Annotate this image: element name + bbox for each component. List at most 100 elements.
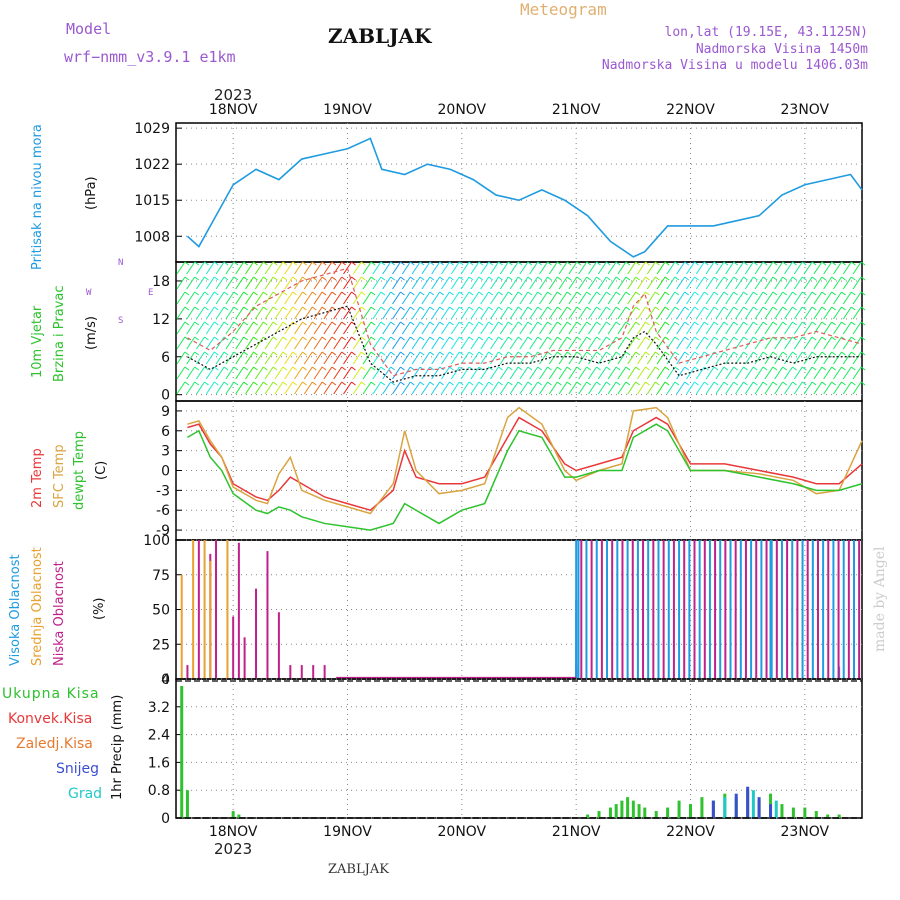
wind-barb (225, 306, 235, 320)
wind-barb-flag (370, 381, 376, 386)
wind-barb (274, 381, 284, 395)
wind-barb (313, 261, 323, 275)
wind-barb (196, 366, 205, 380)
wind-barb-flag (341, 276, 347, 281)
wind-barb (323, 261, 333, 275)
wind-barb (372, 261, 382, 275)
wind-barb-flag (517, 291, 523, 296)
wind-barb (264, 366, 274, 380)
wind-barb (793, 381, 803, 395)
wind-barb-flag (733, 291, 739, 296)
precip-bar (837, 814, 841, 818)
wind-barb-flag (831, 276, 837, 281)
wind-barb (235, 321, 245, 335)
wind-barb (205, 351, 215, 365)
wind-barb (215, 351, 225, 365)
wind-barb (803, 321, 813, 335)
wind-barb (186, 306, 196, 320)
wind-barb-flag (694, 366, 699, 371)
wind-barb (842, 276, 852, 290)
wind-barb-flag (370, 366, 376, 371)
wind-barb-flag (556, 336, 562, 341)
wind-barb (558, 381, 568, 395)
wind-barb (411, 336, 421, 350)
wind-barb (735, 276, 744, 290)
y-tick-label: 0 (161, 672, 170, 688)
wind-barb (617, 276, 627, 290)
wind-barb-flag (351, 366, 356, 371)
wind-barb-flag (527, 291, 533, 296)
wind-barb (274, 276, 284, 290)
precip-bar (826, 814, 830, 818)
wind-barb (431, 381, 441, 395)
wind-barb (588, 381, 597, 395)
wind-barb-flag (772, 276, 778, 281)
wind-barb-flag (684, 306, 690, 311)
wind-barb-flag (547, 306, 552, 311)
wind-barb (176, 261, 186, 275)
wind-barb (588, 336, 597, 350)
precip-legend-convective: Konvek.Kisa (8, 711, 93, 727)
wind-barb-flag (723, 366, 729, 371)
wind-barb-flag (272, 381, 278, 386)
wind-barb-flag (743, 276, 748, 281)
wind-barb (617, 306, 627, 320)
wind-barb-flag (801, 261, 807, 266)
wind-barb-flag (478, 381, 484, 386)
wind-barb (460, 381, 470, 395)
wind-barb-flag (723, 381, 729, 386)
wind-barb-flag (233, 276, 239, 281)
wind-barb (470, 306, 480, 320)
wind-barb (646, 351, 656, 365)
wind-barb (460, 351, 470, 365)
wind-barb-flag (694, 321, 699, 326)
wind-barb-flag (703, 291, 709, 296)
wind-barb-flag (596, 381, 601, 386)
wind-barb (666, 276, 676, 290)
wind-barb-flag (517, 351, 523, 356)
wind-barb (744, 306, 754, 320)
wind-barb-flag (204, 276, 209, 281)
wind-barb-flag (370, 306, 376, 311)
wind-barb (431, 336, 441, 350)
wind-barb (705, 381, 715, 395)
wind-barb (607, 351, 617, 365)
wind-barb (196, 306, 205, 320)
wind-barb-flag (214, 366, 219, 371)
wind-barb (725, 381, 735, 395)
wind-barb-flag (811, 291, 817, 296)
wind-barb-flag (537, 351, 543, 356)
wind-barb (627, 351, 637, 365)
wind-barb (490, 381, 499, 395)
y-tick-label: 50 (152, 603, 170, 619)
wind-barb (607, 276, 617, 290)
wind-barb (646, 276, 656, 290)
y-tick-label: 1029 (134, 121, 170, 137)
wind-barb-flag (380, 291, 386, 296)
wind-barb-flag (370, 291, 376, 296)
wind-barb (695, 381, 705, 395)
wind-barb-flag (331, 381, 337, 386)
wind-barb (431, 291, 441, 305)
wind-barb-flag (262, 306, 268, 311)
wind-barb (401, 261, 411, 275)
precip-bar (626, 797, 630, 818)
precip-legend-graupel: Grad (68, 786, 103, 802)
wind-barb-flag (566, 291, 572, 296)
wind-barb-flag (439, 261, 445, 266)
wind-barb (597, 336, 607, 350)
wind-barb (343, 366, 352, 380)
wind-barb (352, 291, 362, 305)
wind-barb (568, 381, 578, 395)
wind-barb-flag (351, 261, 356, 266)
wind-barb (646, 366, 656, 380)
wind-barb-flag (458, 321, 464, 326)
wind-barb-flag (498, 381, 503, 386)
wind-barb-flag (449, 261, 454, 266)
wind-barb (313, 366, 323, 380)
y-tick-label: -6 (156, 503, 170, 519)
wind-barb-flag (400, 306, 405, 311)
year-top: 2023 (214, 86, 253, 104)
x-tick-label-top: 20NOV (438, 102, 487, 118)
wind-barb (313, 306, 323, 320)
